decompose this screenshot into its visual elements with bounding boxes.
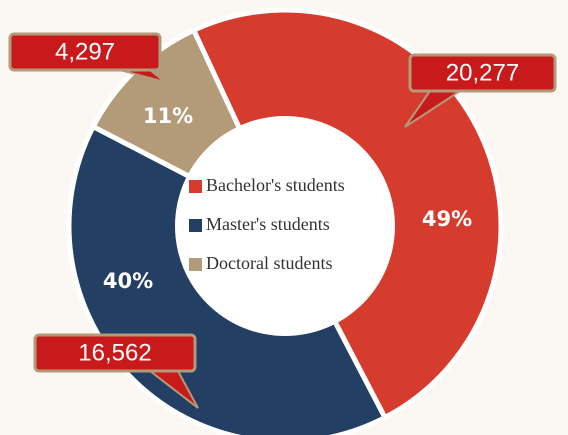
legend-label: Doctoral students (206, 253, 332, 273)
callout-box (408, 53, 557, 93)
percent-label: 49% (422, 207, 472, 231)
labels: 49% 40% 11% 20,277 16,562 4,297 Bachelor's stu… (8, 32, 557, 409)
percent-label: 40% (103, 269, 153, 293)
percent-label: 11% (143, 104, 193, 128)
donut-hole (175, 116, 395, 336)
value-label: 4,297 (55, 38, 115, 65)
legend-label: Bachelor's students (206, 175, 345, 195)
callout-box (8, 32, 162, 72)
callout-box (33, 333, 197, 373)
legend-swatch (189, 219, 202, 232)
value-label: 20,277 (446, 59, 519, 86)
legend-label: Master's students (206, 214, 330, 234)
legend-swatch (189, 180, 202, 193)
legend-swatch (189, 258, 202, 271)
value-label: 16,562 (78, 339, 151, 366)
